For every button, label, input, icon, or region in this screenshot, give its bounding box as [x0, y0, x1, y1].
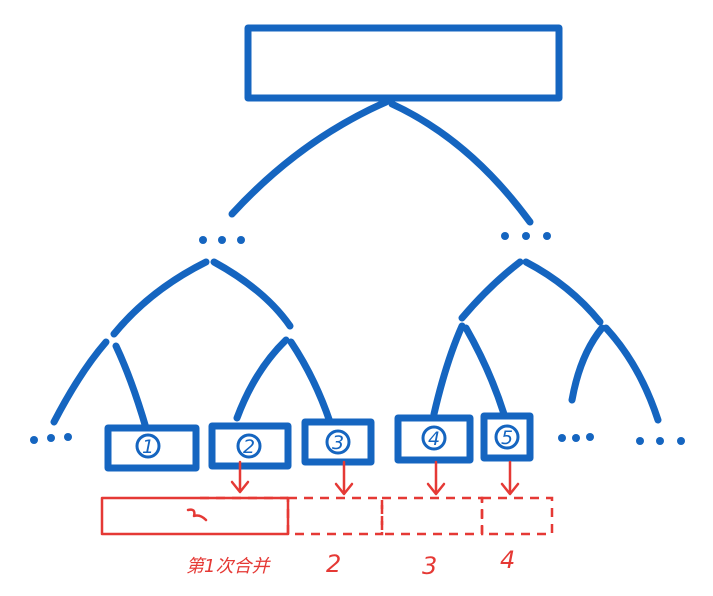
- squiggle-mark: [186, 508, 208, 522]
- right-b-outer: [568, 324, 606, 404]
- merge-label-4: 4: [500, 546, 515, 574]
- ellipsis-far-right: [636, 437, 685, 445]
- right-a-inner: [462, 324, 508, 418]
- arrow-down-3: [334, 460, 354, 496]
- right-a-outer: [430, 322, 466, 418]
- right-subtree-left-edge: [458, 258, 524, 322]
- root-node: [244, 24, 563, 102]
- leaf-node-3: 3: [301, 418, 375, 466]
- ellipsis-far-left: [30, 433, 72, 444]
- leaf-node-3-label: 3: [332, 432, 344, 454]
- merge-label-2: 2: [326, 550, 341, 578]
- leaf-node-2-label: 2: [243, 436, 255, 458]
- merge-buffer-3: [380, 496, 484, 536]
- right-b-inner: [602, 324, 662, 424]
- leaf-node-4-label: 4: [428, 428, 440, 450]
- left-b-inner: [287, 338, 334, 426]
- leaf-node-2: 2: [208, 422, 292, 470]
- left-a-inner: [112, 342, 150, 432]
- ellipsis-right-leaf: [558, 433, 594, 442]
- root-left-branch: [228, 98, 390, 218]
- leaf-node-5: 5: [480, 412, 534, 462]
- merge-buffer-2: [286, 496, 384, 536]
- leaf-node-1: 1: [104, 424, 200, 472]
- leaf-node-1-label: 1: [142, 436, 154, 458]
- arrow-down-2: [230, 460, 250, 494]
- left-subtree-right-edge: [210, 258, 294, 330]
- ellipsis-right-mid: [501, 232, 551, 240]
- left-b-outer: [233, 336, 290, 422]
- merge-label-1: 第1次合并: [186, 556, 271, 577]
- arrow-down-5: [500, 460, 520, 496]
- merge-label-3: 3: [422, 552, 437, 580]
- leaf-node-5-label: 5: [501, 427, 513, 449]
- left-subtree-left-edge: [110, 258, 210, 338]
- leaf-node-4: 4: [394, 414, 474, 464]
- merge-buffer-4: [480, 496, 554, 536]
- right-subtree-right-edge: [522, 258, 604, 326]
- root-right-branch: [388, 100, 534, 226]
- ellipsis-left-mid: [199, 236, 245, 244]
- arrow-down-4: [426, 460, 446, 496]
- left-a-outer: [50, 338, 110, 426]
